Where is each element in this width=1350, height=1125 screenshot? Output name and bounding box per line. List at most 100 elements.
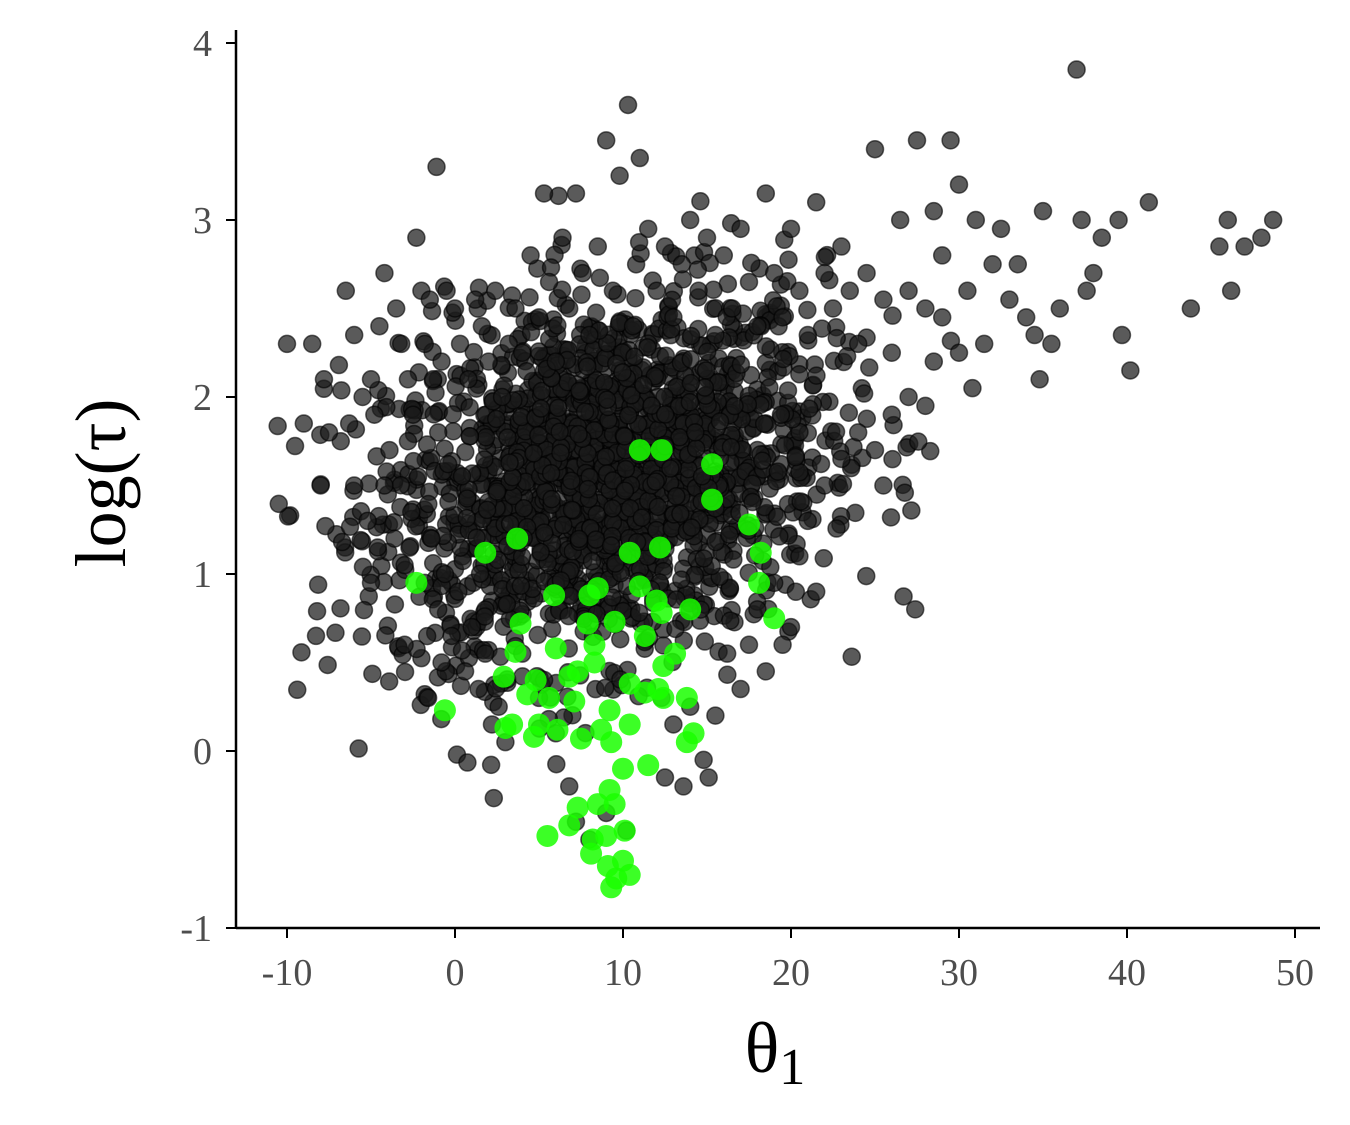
scatter-point-dark — [475, 450, 494, 469]
scatter-point-dark — [459, 370, 478, 389]
scatter-point-dark — [626, 288, 645, 308]
scatter-point-dark — [423, 370, 443, 389]
scatter-point-dark — [778, 381, 798, 400]
scatter-point-dark — [674, 777, 693, 796]
scatter-point-dark — [586, 303, 606, 323]
scatter-point-dark — [773, 635, 792, 655]
scatter-point-dark — [874, 290, 893, 309]
series-green-points — [405, 439, 786, 899]
scatter-point-dark — [798, 300, 817, 320]
scatter-point-green — [558, 665, 581, 688]
scatter-point-green — [763, 607, 786, 630]
scatter-point-dark — [462, 617, 482, 637]
scatter-point-dark — [1084, 263, 1103, 283]
scatter-point-dark — [667, 487, 686, 506]
scatter-point-green — [701, 488, 724, 511]
scatter-point-dark — [739, 635, 759, 655]
scatter-point-dark — [278, 507, 298, 526]
scatter-point-dark — [573, 263, 592, 283]
scatter-point-dark — [1112, 325, 1132, 345]
scatter-point-green — [679, 598, 702, 621]
scatter-point-dark — [899, 281, 918, 301]
scatter-point-green — [580, 842, 603, 865]
scatter-point-dark — [277, 334, 297, 354]
scatter-point-dark — [498, 428, 517, 447]
scatter-point-dark — [353, 387, 372, 407]
scatter-point-green — [633, 624, 656, 647]
y-tick-label: -1 — [180, 908, 212, 950]
scatter-point-green — [586, 577, 609, 600]
scatter-point-dark — [385, 529, 404, 548]
x-tick-label: 50 — [1276, 952, 1314, 994]
scatter-point-green — [628, 439, 651, 462]
scatter-point-dark — [689, 281, 708, 301]
scatter-point-dark — [514, 499, 534, 518]
scatter-point-dark — [974, 334, 994, 354]
scatter-point-dark — [655, 768, 675, 787]
scatter-point-dark — [534, 184, 554, 203]
scatter-point-dark — [1109, 210, 1128, 230]
scatter-point-green — [522, 725, 545, 748]
scatter-point-dark — [895, 483, 915, 502]
scatter-point-green — [583, 633, 606, 656]
scatter-point-green — [474, 541, 497, 564]
scatter-point-dark — [476, 428, 496, 447]
scatter-point-dark — [695, 632, 715, 651]
scatter-point-dark — [691, 192, 710, 211]
scatter-point-dark — [664, 308, 683, 327]
scatter-point-dark — [549, 398, 568, 418]
scatter-point-green — [618, 713, 641, 736]
scatter-point-dark — [481, 755, 501, 775]
scatter-point-dark — [418, 688, 438, 708]
scatter-point-dark — [329, 355, 349, 375]
scatter-point-green — [618, 541, 641, 564]
scatter-point-dark — [622, 386, 641, 405]
scatter-point-dark — [542, 489, 561, 509]
scatter-point-dark — [826, 422, 846, 441]
scatter-point-dark — [450, 334, 470, 354]
scatter-point-dark — [529, 342, 549, 361]
scatter-point-dark — [1042, 334, 1061, 354]
scatter-point-dark — [721, 611, 740, 630]
scatter-point-dark — [722, 299, 742, 318]
scatter-point-dark — [756, 662, 776, 681]
scatter-point-dark — [344, 325, 364, 345]
scatter-point-dark — [570, 381, 589, 401]
x-tick-label: 30 — [940, 952, 978, 994]
scatter-point-dark — [916, 299, 935, 318]
scatter-point-dark — [1077, 281, 1096, 301]
scatter-point-dark — [1263, 210, 1283, 230]
scatter-point-dark — [370, 316, 389, 336]
scatter-point-dark — [731, 219, 750, 239]
scatter-point-dark — [857, 409, 877, 429]
scatter-point-dark — [1092, 228, 1112, 247]
scatter-point-dark — [380, 440, 399, 460]
scatter-point-dark — [588, 237, 608, 256]
scatter-point-dark — [1235, 237, 1254, 256]
scatter-point-green — [546, 718, 569, 741]
scatter-point-dark — [706, 325, 725, 345]
scatter-point-dark — [672, 570, 691, 589]
scatter-point-dark — [375, 476, 394, 495]
scatter-point-dark — [339, 414, 359, 433]
scatter-point-dark — [778, 272, 797, 291]
scatter-point-green — [600, 731, 623, 754]
scatter-point-dark — [376, 626, 395, 645]
scatter-point-dark — [832, 449, 851, 469]
scatter-point-dark — [546, 352, 566, 371]
scatter-point-dark — [748, 600, 767, 619]
scatter-point-dark — [647, 520, 666, 540]
scatter-point-dark — [894, 587, 913, 606]
scatter-point-dark — [983, 255, 1002, 274]
scatter-point-dark — [455, 662, 475, 681]
scatter-point-dark — [619, 406, 638, 425]
scatter-point-dark — [754, 414, 774, 434]
scatter-point-dark — [924, 352, 944, 371]
scatter-point-dark — [529, 426, 548, 445]
scatter-point-dark — [786, 447, 805, 467]
x-axis-title: θ1 — [745, 1008, 806, 1096]
scatter-point-dark — [811, 454, 831, 474]
scatter-point-dark — [294, 414, 314, 433]
scatter-point-dark — [344, 476, 364, 495]
